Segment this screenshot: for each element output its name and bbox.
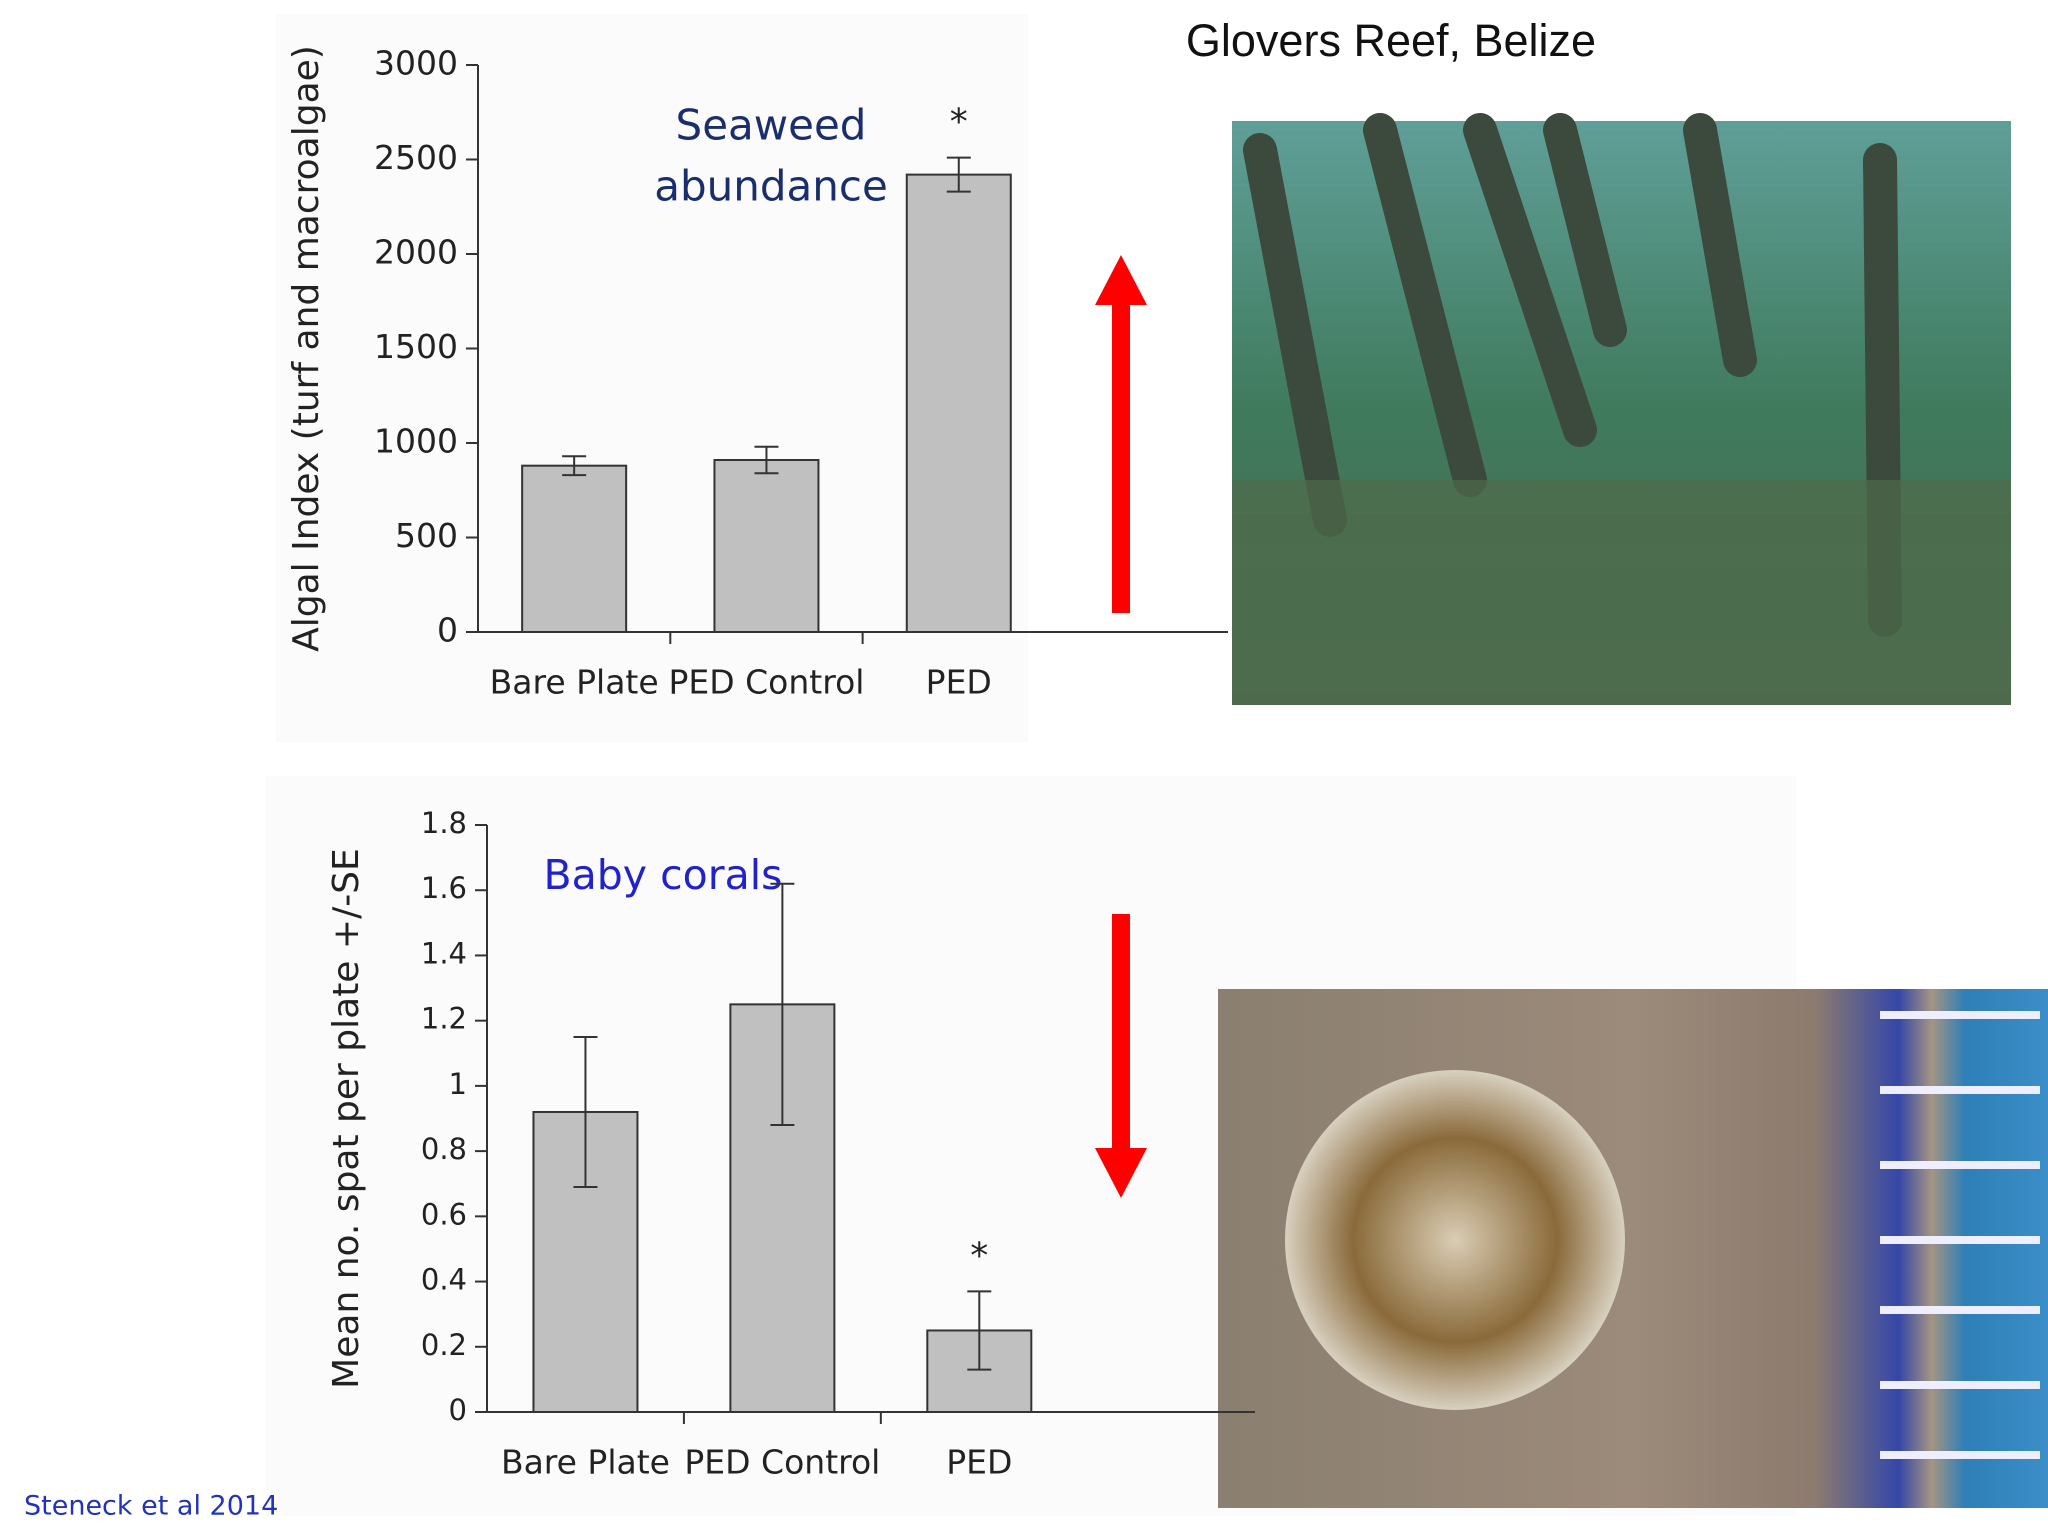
annotation: Seaweed <box>676 101 867 150</box>
y-tick-label: 1 <box>449 1067 467 1101</box>
error-bar <box>573 1035 598 1188</box>
y-axis-label: Algal Index (turf and macroalgae) <box>286 45 327 652</box>
error-bar <box>754 445 779 475</box>
x-tick-label: PED <box>946 1443 1012 1482</box>
arrow-down <box>1095 914 1147 1198</box>
bar <box>905 173 1012 633</box>
x-tick-label: Bare Plate <box>501 1443 670 1482</box>
y-tick-label: 1.2 <box>421 1002 467 1036</box>
x-tick-label: PED Control <box>668 663 864 702</box>
error-bar <box>770 882 795 1127</box>
bar <box>521 464 628 633</box>
y-tick-label: 1.8 <box>421 806 467 840</box>
y-tick-label: 0.6 <box>421 1197 467 1231</box>
y-tick-label: 1000 <box>374 422 458 461</box>
significance: * <box>970 1235 988 1276</box>
error-bar <box>562 455 587 477</box>
panel <box>276 14 1028 742</box>
y-tick-label: 0 <box>449 1393 467 1427</box>
significance: * <box>950 102 968 143</box>
error-bar <box>967 1290 992 1371</box>
reef-photo <box>1232 113 2011 705</box>
annotation: Baby corals <box>544 851 783 899</box>
y-tick-label: 3000 <box>374 44 458 83</box>
citation: Steneck et al 2014 <box>24 1491 278 1522</box>
x-tick-label: PED <box>926 663 992 702</box>
arrow-up <box>1095 255 1147 613</box>
y-tick-label: 500 <box>395 516 458 555</box>
y-tick-label: 0 <box>437 611 458 650</box>
y-tick-label: 1500 <box>374 327 458 366</box>
y-tick-label: 0.2 <box>421 1328 467 1362</box>
annotation: abundance <box>654 162 888 211</box>
bar <box>713 459 820 634</box>
y-tick-label: 2000 <box>374 233 458 272</box>
y-tick-label: 2500 <box>374 138 458 177</box>
coral-photo <box>1218 989 2048 1508</box>
y-tick-label: 1.6 <box>421 871 467 905</box>
y-tick-label: 0.8 <box>421 1132 467 1166</box>
x-tick-label: PED Control <box>684 1443 880 1482</box>
y-tick-label: 1.4 <box>421 936 467 970</box>
error-bar <box>946 156 971 193</box>
y-axis-label: Mean no. spat per plate +/-SE <box>326 848 367 1389</box>
x-tick-label: Bare Plate <box>490 663 659 702</box>
y-tick-label: 0.4 <box>421 1263 467 1297</box>
slide-title: Glovers Reef, Belize <box>1186 15 1596 66</box>
